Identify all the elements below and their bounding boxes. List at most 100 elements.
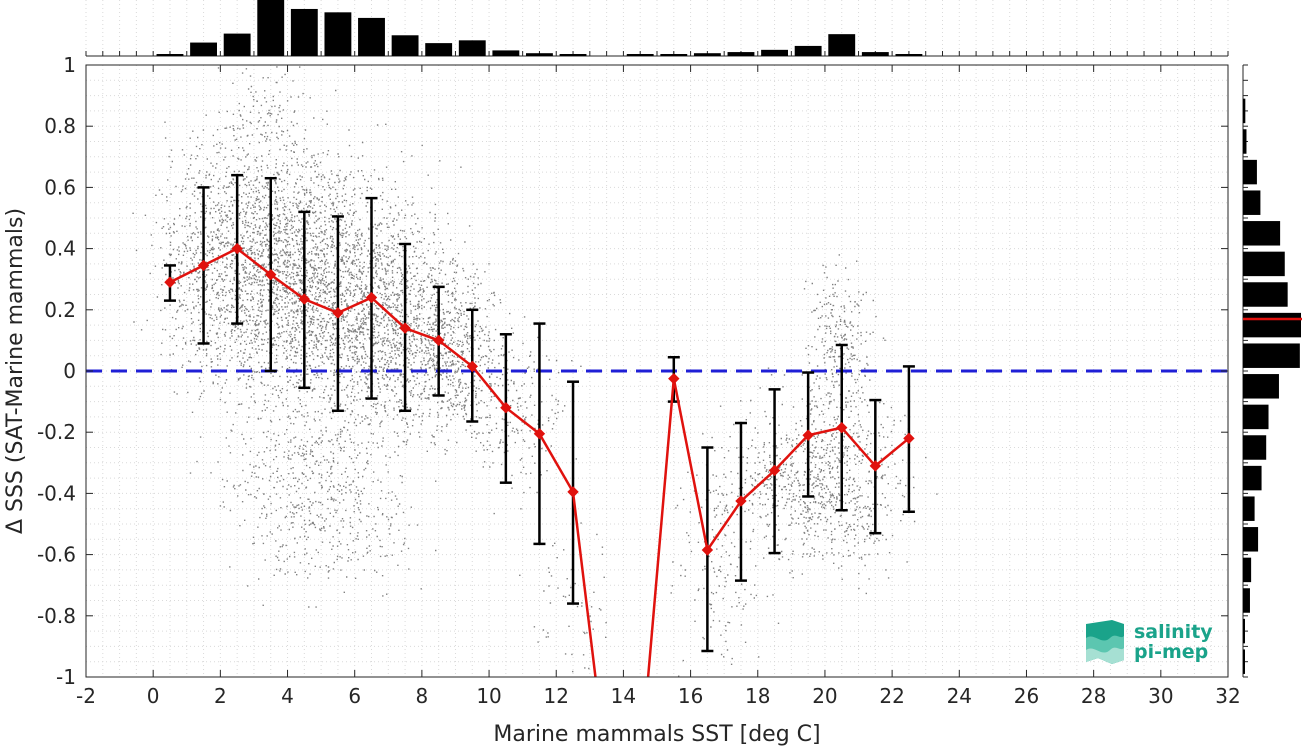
top-hist-bar <box>223 33 251 56</box>
right-hist-bar <box>1243 496 1255 521</box>
data-point <box>668 372 680 385</box>
y-axis-label: Δ SSS (SAT-Marine mammals) <box>3 208 28 534</box>
logo-line1: salinity <box>1134 621 1213 643</box>
data-point <box>197 259 210 272</box>
top-hist-bar <box>794 45 822 56</box>
tick-labels: -2 0 2 4 6 8 10 12 14 16 18 20 22 24 26 28 30 32-1-0.8-0.… <box>37 53 1241 708</box>
data-point <box>399 322 411 334</box>
x-tick-label: 32 <box>1215 684 1240 708</box>
y-tick-label: -0.4 <box>37 481 76 505</box>
right-hist-bar <box>1243 312 1301 338</box>
series <box>163 173 915 677</box>
y-tick-label: -0.8 <box>37 604 76 628</box>
top-hist-bar <box>257 0 285 56</box>
plot-area <box>163 173 915 677</box>
data-point <box>432 334 445 347</box>
right-hist-bar <box>1243 159 1257 185</box>
top-hist-bar <box>324 12 352 56</box>
right-hist-bar <box>1243 129 1247 154</box>
right-hist-bar <box>1243 190 1261 215</box>
right-hist-bar <box>1243 618 1245 644</box>
top-hist-bar <box>526 53 553 56</box>
right-hist-bar <box>1243 465 1262 491</box>
top-hist-bar <box>559 54 587 56</box>
top-hist-bar <box>156 54 184 56</box>
top-hist-bar <box>727 52 755 56</box>
right-hist-bar <box>1243 374 1279 399</box>
x-tick-label: 16 <box>678 684 703 708</box>
y-tick-label: 0 <box>63 359 76 383</box>
x-tick-label: 22 <box>879 684 904 708</box>
data-point <box>735 495 747 507</box>
right-hist-bar <box>1243 282 1288 307</box>
x-tick-label: 4 <box>281 684 294 708</box>
right-histogram <box>1242 64 1302 678</box>
right-hist-bar <box>1243 251 1285 277</box>
y-tick-label: 0.4 <box>44 237 76 261</box>
axes <box>85 64 1229 678</box>
scatter-points <box>132 66 938 677</box>
x-tick-label: 6 <box>348 684 361 708</box>
top-hist-bar <box>358 17 385 57</box>
x-tick-label: 12 <box>544 684 569 708</box>
right-hist-bar <box>1243 588 1250 613</box>
y-tick-label: 1 <box>63 53 76 77</box>
y-tick-label: -1 <box>56 665 76 689</box>
y-tick-label: -0.6 <box>37 543 76 567</box>
right-hist-bar <box>1243 98 1246 124</box>
top-hist-bar <box>761 49 788 56</box>
data-point <box>533 428 546 440</box>
x-axis-label: Marine mammals SST [deg C] <box>493 722 820 747</box>
data-point <box>332 307 344 319</box>
x-tick-label: 30 <box>1148 684 1173 708</box>
right-hist-bar <box>1243 343 1300 368</box>
top-hist-bar <box>425 43 453 56</box>
right-hist-bar <box>1243 221 1281 246</box>
data-point <box>466 360 478 373</box>
data-point <box>365 291 378 304</box>
right-hist-bar <box>1243 527 1259 552</box>
right-hist-bar <box>1243 435 1267 460</box>
x-tick-label: 14 <box>611 684 636 708</box>
y-tick-label: 0.8 <box>44 114 76 138</box>
x-tick-label: 0 <box>147 684 160 708</box>
top-hist-bar <box>828 34 856 56</box>
x-tick-label: 18 <box>745 684 770 708</box>
top-hist-bar <box>391 35 419 56</box>
data-point <box>298 293 311 305</box>
data-point <box>567 486 579 498</box>
top-hist-bar <box>290 8 318 57</box>
top-histogram <box>85 0 1229 57</box>
top-hist-bar <box>693 53 721 56</box>
top-hist-bar <box>626 54 654 56</box>
data-point <box>500 402 512 414</box>
data-point <box>869 460 882 472</box>
logo-waves-icon <box>1086 620 1124 664</box>
x-tick-label: 10 <box>476 684 501 708</box>
x-tick-label: 20 <box>812 684 837 708</box>
top-hist-bar <box>660 54 688 56</box>
right-hist-bar <box>1243 557 1252 583</box>
salinity-pi-mep-logo: salinity pi-mep <box>1086 620 1213 664</box>
top-hist-bar <box>492 50 520 56</box>
data-point <box>768 464 781 477</box>
x-tick-label: 26 <box>1014 684 1039 708</box>
top-hist-bar <box>190 42 217 56</box>
data-point <box>802 429 814 441</box>
top-hist-bar <box>895 54 923 56</box>
y-tick-label: -0.2 <box>37 420 76 444</box>
data-point <box>164 276 176 288</box>
data-point <box>265 268 277 281</box>
data-point <box>701 544 714 556</box>
data-point <box>836 421 848 434</box>
right-hist-bar <box>1243 649 1245 674</box>
y-tick-label: 0.2 <box>44 298 76 322</box>
y-tick-label: 0.6 <box>44 175 76 199</box>
top-hist-bar <box>458 40 486 56</box>
right-hist-bar <box>1243 404 1269 430</box>
data-point <box>903 432 915 445</box>
x-tick-label: 28 <box>1081 684 1106 708</box>
x-tick-label: 2 <box>214 684 227 708</box>
x-tick-label: -2 <box>76 684 96 708</box>
